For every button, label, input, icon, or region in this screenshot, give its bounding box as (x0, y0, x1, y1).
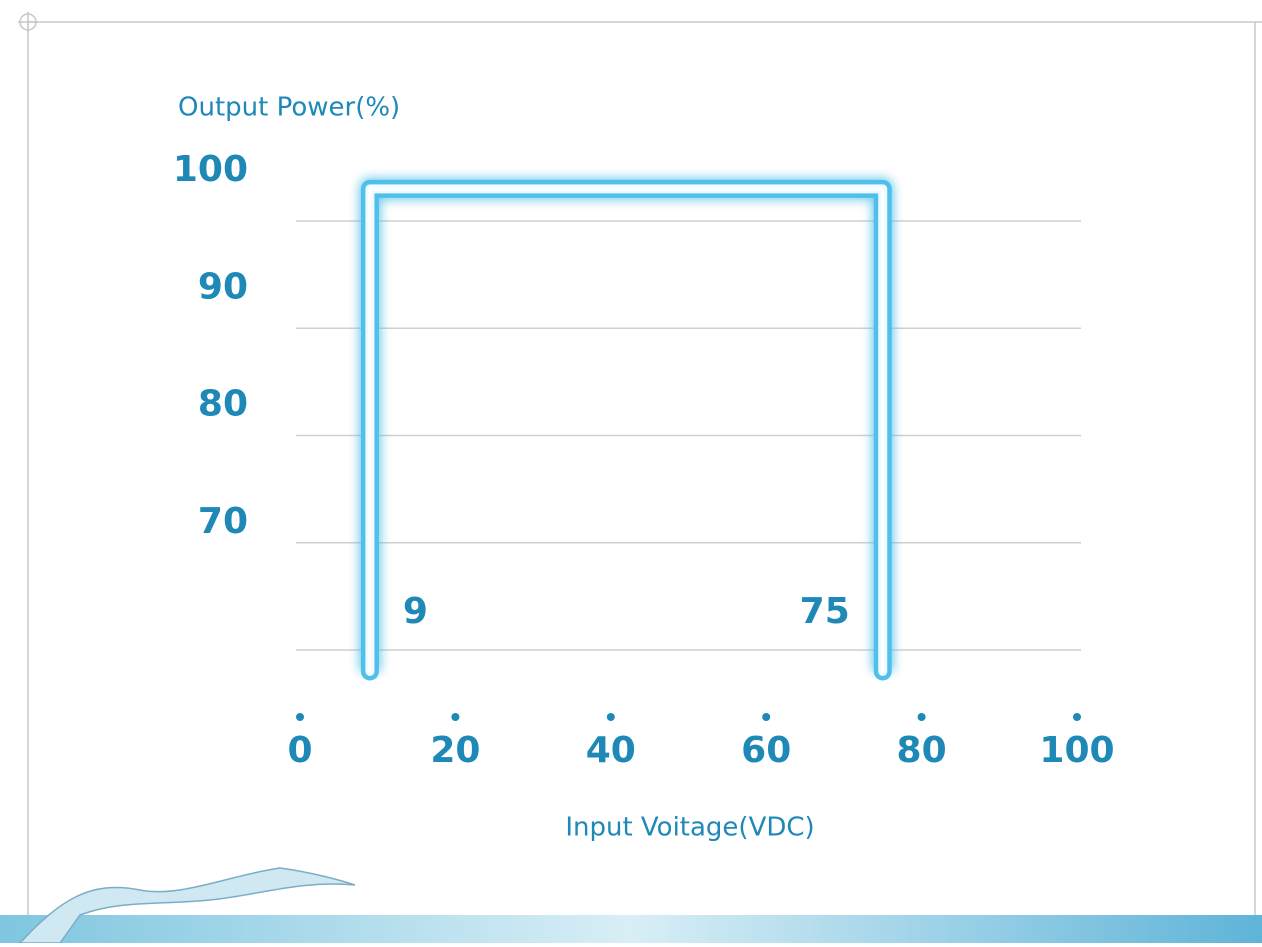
y-tick-label: 100 (173, 149, 248, 190)
x-tick-mark (607, 713, 615, 721)
x-tick-label: 100 (1039, 730, 1114, 771)
x-tick-mark (762, 713, 770, 721)
x-tick-label: 60 (741, 730, 791, 771)
x-tick-mark (296, 713, 304, 721)
x-tick-label: 80 (897, 730, 947, 771)
chart: Output Power(%) Input Voitage(VDC) 70 80 9… (0, 0, 1262, 943)
x-tick-label: 40 (586, 730, 636, 771)
y-tick-label: 70 (198, 501, 248, 542)
x-tick-label: 0 (287, 730, 312, 771)
x-tick-mark (1073, 713, 1081, 721)
wave-decoration (0, 868, 1262, 943)
y-axis-title: Output Power(%) (178, 93, 400, 123)
annotation: 9 (403, 591, 428, 632)
x-tick-mark (451, 713, 459, 721)
y-tick-label: 80 (198, 384, 248, 425)
annotation: 75 (800, 591, 850, 632)
x-tick-mark (918, 713, 926, 721)
x-tick-label: 20 (430, 730, 480, 771)
page: Output Power(%) Input Voitage(VDC) 70 80 9… (0, 0, 1262, 947)
y-tick-label: 90 (198, 266, 248, 307)
x-axis-title: Input Voitage(VDC) (565, 813, 814, 843)
